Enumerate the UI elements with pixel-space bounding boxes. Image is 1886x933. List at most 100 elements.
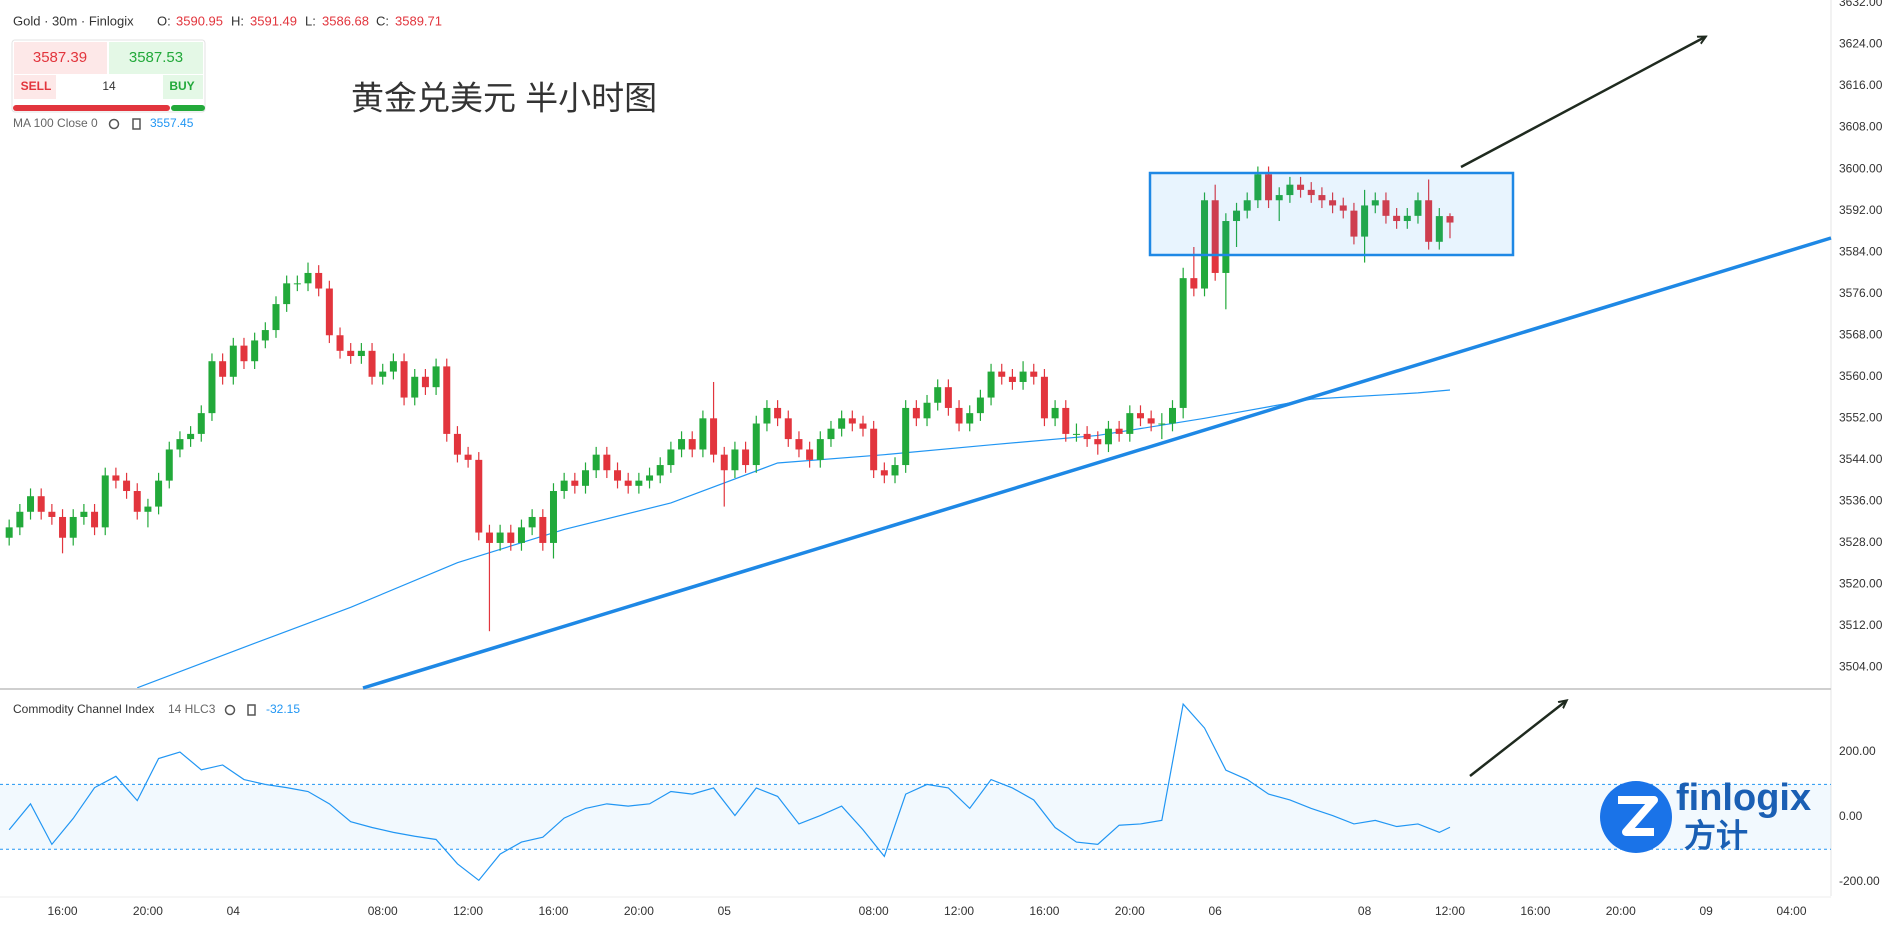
candle-body <box>582 470 590 486</box>
candle-body <box>1307 189 1315 196</box>
candle-body <box>421 376 429 388</box>
candle-body <box>987 371 995 398</box>
candle-body <box>1361 205 1369 237</box>
ohlc-label: O: <box>157 13 171 28</box>
x-tick-label: 05 <box>718 904 732 918</box>
candle-body <box>667 449 675 466</box>
buy-box[interactable] <box>109 42 203 74</box>
candle-body <box>1275 195 1283 201</box>
buy-price[interactable]: 3587.53 <box>129 49 183 66</box>
candle-body <box>197 413 205 434</box>
candle-body <box>5 527 13 538</box>
candle-body <box>101 475 109 528</box>
candle-body <box>1254 174 1262 201</box>
candle-body <box>336 335 344 351</box>
candle-body <box>646 475 654 481</box>
x-tick-label: 12:00 <box>1435 904 1465 918</box>
candle-body <box>272 304 280 331</box>
candle-body <box>1286 184 1294 196</box>
candle-body <box>1233 210 1241 222</box>
candle-body <box>357 350 365 357</box>
candle-body <box>1147 418 1155 424</box>
arrow <box>1469 701 1566 777</box>
cci-value: -32.15 <box>266 702 300 716</box>
candle-body <box>485 532 493 543</box>
delete-icon[interactable] <box>132 118 141 130</box>
candle-body <box>453 433 461 455</box>
y-tick-label: 3560.00 <box>1839 369 1883 383</box>
candle-body <box>731 449 739 471</box>
candle-body <box>368 350 376 377</box>
candle-body <box>464 454 472 460</box>
candle-body <box>614 470 622 481</box>
candle-body <box>880 470 888 476</box>
sell-price[interactable]: 3587.39 <box>33 49 87 66</box>
y-tick-label: 3536.00 <box>1839 494 1883 508</box>
x-tick-label: 20:00 <box>1115 904 1145 918</box>
low-value: 3586.68 <box>322 13 369 28</box>
sell-button[interactable] <box>14 75 56 99</box>
candle-body <box>923 402 931 419</box>
candle-body <box>1030 371 1038 377</box>
sell-box[interactable] <box>14 42 107 74</box>
logo-mark <box>1618 796 1658 836</box>
logo-name: finlogix <box>1676 777 1811 819</box>
settings-icon[interactable] <box>224 704 236 716</box>
trade-widget: 3587.39 3587.53 SELL 14 BUY <box>11 39 206 113</box>
y-tick-label: 3600.00 <box>1839 161 1883 175</box>
candle-body <box>1040 376 1048 419</box>
cci-label: Commodity Channel Index <box>13 702 154 716</box>
candle-body <box>784 418 792 440</box>
candle-body <box>1425 200 1433 242</box>
delete-icon[interactable] <box>247 704 256 716</box>
candle-body <box>1158 423 1166 425</box>
candle-body <box>1136 413 1144 419</box>
candle-body <box>389 361 397 372</box>
candle-body <box>1297 184 1305 190</box>
y-tick-label: 3584.00 <box>1839 244 1883 258</box>
candle-body <box>859 423 867 429</box>
buy-button[interactable] <box>163 75 203 99</box>
candle-body <box>560 480 568 492</box>
y-tick-label: 3608.00 <box>1839 120 1883 134</box>
candle-body <box>592 454 600 471</box>
candle-body <box>1190 278 1198 289</box>
settings-icon[interactable] <box>108 118 120 130</box>
candle-body <box>80 511 88 517</box>
close-value: 3589.71 <box>395 13 442 28</box>
x-tick-label: 04:00 <box>1776 904 1806 918</box>
candle-body <box>976 397 984 414</box>
cci-pane <box>0 783 1831 850</box>
candle-body <box>955 407 963 424</box>
logo-chinese: 方计 <box>1684 817 1748 853</box>
candle-body <box>165 449 173 481</box>
candle-body <box>624 480 632 486</box>
candle-body <box>699 418 707 450</box>
candle-body <box>1008 376 1016 382</box>
candle-body <box>1051 407 1059 419</box>
sell-label[interactable]: SELL <box>21 79 52 93</box>
quantity[interactable]: 14 <box>102 79 116 93</box>
x-tick-label: 08 <box>1358 904 1372 918</box>
candle-body <box>496 532 504 543</box>
candle-body <box>1062 407 1070 434</box>
trend-line <box>362 236 1832 690</box>
candle-body <box>1382 200 1390 216</box>
candle-body <box>742 449 750 466</box>
open-value: 3590.95 <box>176 13 223 28</box>
buy-label[interactable]: BUY <box>169 79 194 93</box>
x-tick-label: 16:00 <box>538 904 568 918</box>
candle-body <box>176 439 184 450</box>
candle-body <box>59 516 67 538</box>
candle-body <box>827 428 835 440</box>
candle-body <box>656 465 664 476</box>
candle-body <box>133 491 141 512</box>
y-tick-label: -200.00 <box>1839 874 1880 888</box>
candle-body <box>571 480 579 486</box>
band-fill <box>0 784 1831 850</box>
candle-body <box>1414 200 1422 216</box>
x-tick-label: 16:00 <box>48 904 78 918</box>
candle-body <box>208 361 216 414</box>
